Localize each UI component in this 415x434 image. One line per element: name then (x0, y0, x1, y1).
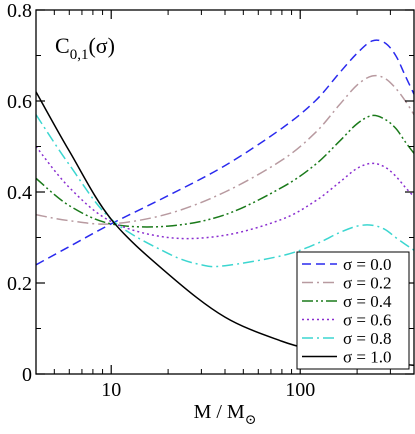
series-line-2 (36, 114, 414, 228)
y-tick-label: 0.6 (7, 91, 32, 113)
chart-annotation: C0,1(σ) (55, 33, 115, 63)
legend-label-0: σ = 0.0 (343, 255, 392, 274)
legend: σ = 0.0σ = 0.2σ = 0.4σ = 0.6σ = 0.8σ = 1… (296, 251, 410, 370)
y-tick-label: 0.2 (7, 273, 32, 295)
x-axis-title-sub: ⊙ (245, 413, 257, 428)
annotation-sub: 0,1 (70, 47, 89, 63)
legend-label-1: σ = 0.2 (343, 274, 392, 293)
y-tick-label: 0 (22, 364, 32, 386)
y-tick-label: 0.8 (7, 0, 32, 22)
x-axis-title-main: M / M (194, 401, 245, 423)
x-tick-label: 100 (285, 379, 315, 401)
annotation-main: C (55, 33, 70, 58)
legend-label-5: σ = 1.0 (343, 348, 392, 367)
series-line-0 (36, 39, 414, 266)
series-line-1 (36, 74, 414, 225)
legend-frame (296, 251, 410, 370)
annotation-arg: (σ) (88, 33, 115, 58)
legend-label-2: σ = 0.4 (343, 292, 392, 311)
y-tick-label: 0.4 (7, 182, 32, 204)
x-axis-title: M / M⊙ (194, 401, 257, 428)
legend-label-4: σ = 0.8 (343, 329, 392, 348)
x-tick-label: 10 (101, 379, 121, 401)
legend-label-3: σ = 0.6 (343, 311, 392, 330)
series-line-4 (36, 114, 414, 268)
ticks-layer: 0 0.2 0.4 0.6 0.8 10 100 (7, 0, 414, 401)
